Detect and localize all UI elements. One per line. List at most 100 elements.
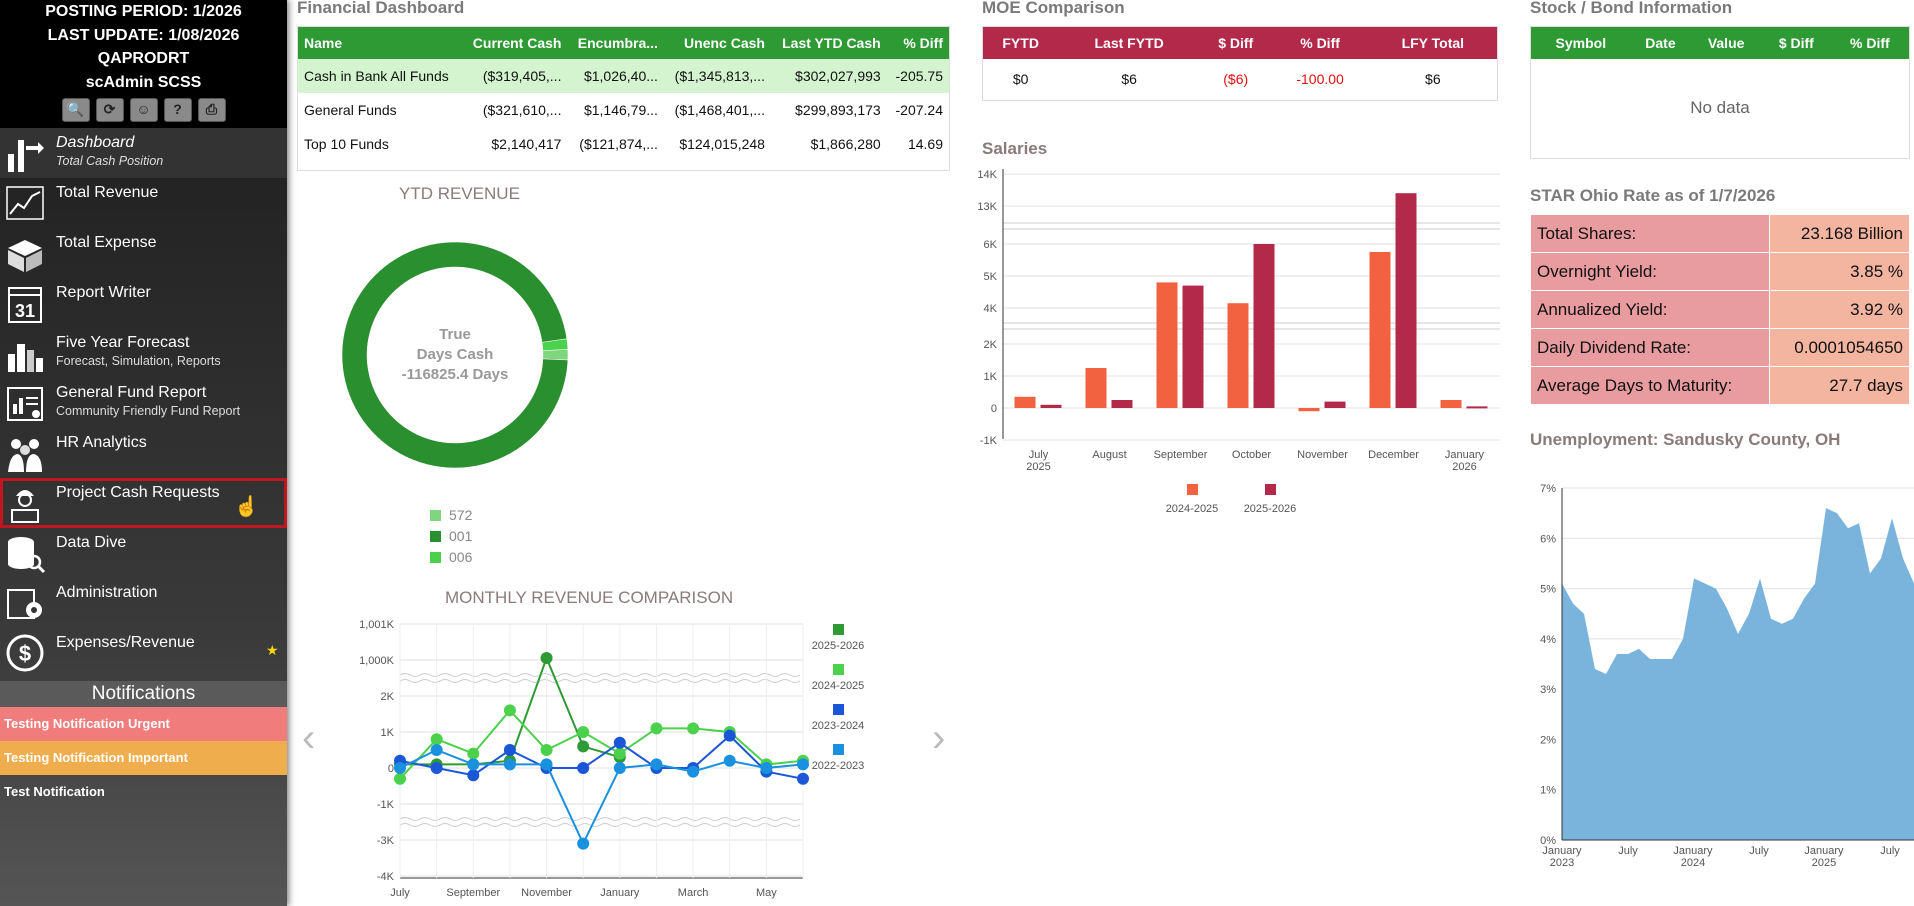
data-point[interactable] xyxy=(613,762,626,774)
table-row[interactable]: Cash in Bank All Funds ($319,405,... $1,02… xyxy=(297,58,950,93)
stock-col-header[interactable]: Value xyxy=(1690,26,1763,59)
donut-slice-001[interactable] xyxy=(341,241,569,469)
legend-label[interactable]: 2024-2025 xyxy=(812,680,865,692)
data-point[interactable] xyxy=(467,747,480,760)
financial-col-header[interactable]: Name xyxy=(297,26,463,59)
financial-col-header[interactable]: % Diff xyxy=(886,26,950,59)
legend-label[interactable]: 2022-2023 xyxy=(812,760,865,772)
bar-2024-2025[interactable] xyxy=(1298,408,1320,412)
help-icon[interactable]: ? xyxy=(163,98,192,122)
refresh-icon[interactable]: ⟳ xyxy=(95,98,124,122)
nav-item-dashboard[interactable]: Dashboard Total Cash Position xyxy=(0,128,287,178)
data-point[interactable] xyxy=(723,754,736,767)
donut-legend-item[interactable]: 572 xyxy=(430,507,472,523)
bar-2024-2025[interactable] xyxy=(1014,396,1036,408)
stock-col-header[interactable]: $ Diff xyxy=(1762,26,1831,59)
data-point[interactable] xyxy=(503,704,516,717)
data-point[interactable] xyxy=(577,740,590,753)
nav-item-expenses-revenue[interactable]: $ Expenses/Revenue ★ xyxy=(0,628,287,678)
stock-col-header[interactable]: Date xyxy=(1630,26,1691,59)
data-point[interactable] xyxy=(430,762,443,774)
nav-item-hr-analytics[interactable]: HR Analytics xyxy=(0,428,287,478)
financial-col-header[interactable]: Last YTD Cash xyxy=(770,26,887,59)
data-point[interactable] xyxy=(650,758,663,771)
nav-item-administration[interactable]: Administration xyxy=(0,578,287,628)
nav-item-five-year-forecast[interactable]: Five Year Forecast Forecast, Simulation, … xyxy=(0,328,287,378)
donut-legend-item[interactable]: 001 xyxy=(430,528,472,544)
donut-legend-item[interactable]: 006 xyxy=(430,549,472,565)
moe-col-header[interactable]: FYTD xyxy=(982,26,1059,59)
data-point[interactable] xyxy=(430,744,443,756)
bar-2025-2026[interactable] xyxy=(1253,244,1275,408)
bar-2024-2025[interactable] xyxy=(1156,282,1178,408)
stock-col-header[interactable]: % Diff xyxy=(1830,26,1910,59)
data-point[interactable] xyxy=(467,769,480,782)
nav-item-report-writer[interactable]: 31 Report Writer xyxy=(0,278,287,328)
financial-col-header[interactable]: Current Cash xyxy=(462,26,568,59)
bar-2025-2026[interactable] xyxy=(1466,406,1488,409)
moe-col-header[interactable]: % Diff xyxy=(1271,26,1369,59)
financial-col-header[interactable]: Encumbra... xyxy=(567,26,664,59)
bar-2025-2026[interactable] xyxy=(1182,285,1204,408)
legend-label[interactable]: 2025-2026 xyxy=(812,640,865,652)
data-point[interactable] xyxy=(577,762,590,774)
bar-2024-2025[interactable] xyxy=(1440,400,1462,408)
data-point[interactable] xyxy=(430,733,443,746)
moe-col-header[interactable]: Last FYTD xyxy=(1058,26,1200,59)
nav-item-total-expense[interactable]: Total Expense xyxy=(0,228,287,278)
nav-item-general-fund-report[interactable]: General Fund Report Community Friendly Fu… xyxy=(0,378,287,428)
notification-item[interactable]: Testing Notification Important xyxy=(0,741,287,775)
data-point[interactable] xyxy=(503,758,516,771)
nav-item-project-cash-requests[interactable]: Project Cash Requests ☝ xyxy=(0,478,287,528)
notification-item[interactable]: Testing Notification Urgent xyxy=(0,707,287,741)
data-point[interactable] xyxy=(577,726,590,738)
favorite-star-icon[interactable]: ★ xyxy=(266,642,279,658)
data-point[interactable] xyxy=(467,758,480,771)
table-row[interactable]: General Funds ($321,610,... $1,146,79... ($… xyxy=(298,93,950,127)
data-point[interactable] xyxy=(797,758,809,771)
donut-slice-572[interactable] xyxy=(542,349,569,361)
data-point[interactable] xyxy=(613,736,626,749)
moe-cell: -100.00 xyxy=(1296,71,1344,88)
moe-col-header[interactable]: $ Diff xyxy=(1199,26,1272,59)
nav-item-data-dive[interactable]: Data Dive xyxy=(0,528,287,578)
legend-label[interactable]: 2024-2025 xyxy=(1166,503,1219,515)
print-icon[interactable]: ⎙ xyxy=(197,98,226,122)
data-point[interactable] xyxy=(540,744,553,756)
data-point[interactable] xyxy=(394,772,406,785)
data-point[interactable] xyxy=(687,722,700,735)
nav-item-total-revenue[interactable]: Total Revenue xyxy=(0,178,287,228)
next-chart-arrow[interactable]: › xyxy=(932,716,946,760)
unemployment-area[interactable] xyxy=(1562,508,1914,840)
legend-label[interactable]: 2025-2026 xyxy=(1244,503,1297,515)
search-tool-icon[interactable]: 🔍 xyxy=(61,98,90,122)
data-point[interactable] xyxy=(723,729,736,742)
data-point[interactable] xyxy=(687,765,700,778)
legend-label[interactable]: 2023-2024 xyxy=(812,720,865,732)
bar-2024-2025[interactable] xyxy=(1227,303,1249,408)
bar-2025-2026[interactable] xyxy=(1324,401,1346,408)
data-point[interactable] xyxy=(394,762,406,774)
data-point[interactable] xyxy=(760,762,773,774)
table-row[interactable]: Top 10 Funds $2,140,417 ($121,874,... $124,… xyxy=(298,127,950,161)
financial-col-header[interactable]: Unenc Cash xyxy=(663,26,771,59)
data-point[interactable] xyxy=(540,758,553,771)
data-point[interactable] xyxy=(650,722,663,735)
stock-col-header[interactable]: Symbol xyxy=(1530,26,1631,59)
notification-item[interactable]: Test Notification xyxy=(4,784,105,799)
bar-2025-2026[interactable] xyxy=(1040,404,1062,408)
data-point[interactable] xyxy=(503,744,516,756)
data-point[interactable] xyxy=(613,747,626,760)
data-point[interactable] xyxy=(797,772,809,785)
data-point[interactable] xyxy=(540,652,553,664)
bar-2025-2026[interactable] xyxy=(1395,193,1417,408)
donut-slice-006[interactable] xyxy=(541,338,569,351)
data-point[interactable] xyxy=(577,837,590,850)
x-tick-label: July xyxy=(1749,845,1769,857)
moe-col-header[interactable]: LFY Total xyxy=(1368,26,1498,59)
bar-2025-2026[interactable] xyxy=(1111,400,1133,408)
bar-2024-2025[interactable] xyxy=(1369,252,1391,408)
bar-2024-2025[interactable] xyxy=(1085,368,1107,408)
smiley-icon[interactable]: ☺ xyxy=(129,98,158,122)
prev-chart-arrow[interactable]: ‹ xyxy=(302,716,316,760)
